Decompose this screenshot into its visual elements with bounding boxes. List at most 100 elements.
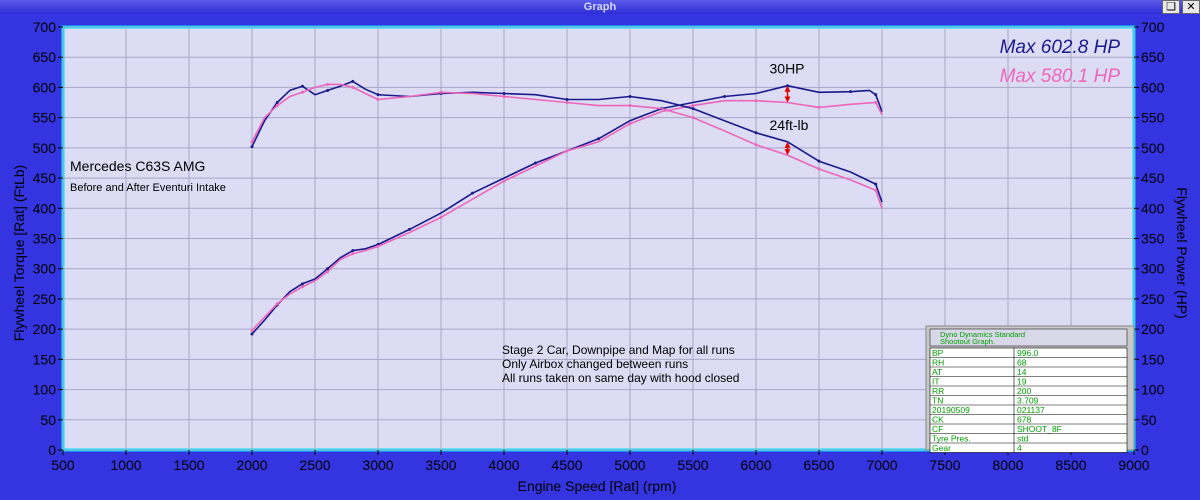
data-point (502, 94, 506, 98)
y-axis-label-right: Flywheel Power (HP) (1174, 187, 1190, 318)
y-tick-label-right: 550 (1141, 110, 1165, 126)
car-subtitle: Before and After Eventuri Intake (70, 182, 226, 194)
dyno-chart: 500 1000 1500 2000 2500 3000 3500 4000 4500 5000 5… (11, 19, 1190, 494)
data-point (351, 79, 355, 83)
data-point (502, 91, 506, 95)
info-table-key: CK (932, 415, 944, 425)
y-axis-ticks: 0 0 50 50 100 100 150 150 200 200 250 250 300 300 350 3… (33, 19, 1165, 458)
info-table-key: Tyre Pres. (932, 434, 971, 444)
data-point (351, 85, 355, 89)
torque-gain-label: 24ft-lb (770, 117, 809, 133)
data-point (874, 101, 878, 105)
x-tick-label: 5500 (677, 457, 708, 473)
x-tick-label: 1000 (110, 457, 141, 473)
data-point (849, 90, 852, 94)
data-point (597, 137, 600, 141)
close-icon[interactable]: ✕ (1182, 0, 1200, 14)
y-tick-label-left: 50 (40, 412, 56, 428)
data-point (439, 90, 443, 94)
y-tick-label-left: 350 (33, 231, 57, 247)
y-tick-label-right: 0 (1141, 442, 1149, 458)
info-table-header-bg (929, 328, 1128, 347)
y-tick-label-left: 500 (33, 140, 57, 156)
data-point (326, 88, 330, 92)
y-axis-label-left: Flywheel Torque [Rat] (FtLb) (11, 165, 27, 341)
data-point (691, 104, 695, 108)
y-tick-label-left: 550 (33, 110, 57, 126)
x-tick-label: 8000 (992, 457, 1023, 473)
x-tick-label: 5000 (614, 457, 645, 473)
data-point (754, 143, 758, 147)
info-table-body (929, 347, 1128, 453)
x-tick-label: 3000 (362, 457, 393, 473)
info-table-key: 20190509 (932, 405, 970, 415)
hp-gain-label: 30HP (770, 61, 805, 77)
x-tick-label: 7000 (866, 457, 897, 473)
data-point (300, 282, 304, 286)
window-title: Graph (583, 1, 617, 13)
x-tick-label: 1500 (173, 457, 204, 473)
note-line-2: Only Airbox changed between runs (502, 357, 688, 371)
info-table-key: IT (932, 377, 940, 387)
data-point (326, 267, 330, 271)
data-point (565, 149, 569, 153)
data-point (691, 107, 695, 111)
y-tick-label-right: 150 (1141, 351, 1165, 367)
x-tick-label: 500 (51, 457, 75, 473)
data-point (439, 215, 443, 219)
x-tick-label: 6500 (803, 457, 834, 473)
data-point (874, 188, 878, 192)
x-tick-label: 7500 (929, 457, 960, 473)
x-tick-label: 2000 (236, 457, 267, 473)
data-point (408, 227, 411, 231)
info-table-key: CF (932, 424, 943, 434)
info-table-key: Gear (932, 443, 951, 453)
data-point (502, 179, 506, 183)
y-tick-label-left: 450 (33, 170, 57, 186)
y-tick-label-right: 350 (1141, 231, 1165, 247)
data-point (250, 145, 254, 149)
data-point (376, 98, 380, 102)
data-point (817, 159, 821, 163)
series-line-power-0 (251, 84, 883, 335)
y-tick-label-left: 700 (33, 19, 57, 35)
info-table-value: 3.709 (1017, 396, 1039, 406)
restore-icon[interactable]: ❏ (1162, 0, 1180, 14)
data-point (351, 249, 355, 253)
grid-lines (62, 26, 1135, 451)
data-point (628, 122, 632, 126)
torque-gain-arrow-head-down (784, 149, 791, 156)
y-tick-label-right: 400 (1141, 200, 1165, 216)
data-point (754, 99, 758, 103)
x-tick-label: 9000 (1118, 457, 1149, 473)
note-line-1: Stage 2 Car, Downpipe and Map for all ru… (502, 343, 735, 357)
info-table-value: std (1017, 434, 1029, 444)
series-group (250, 79, 883, 336)
data-point (351, 252, 355, 256)
x-tick-label: 3500 (425, 457, 456, 473)
data-point (326, 270, 330, 274)
info-table-value: 19 (1017, 377, 1027, 387)
y-tick-label-left: 200 (33, 321, 57, 337)
data-point (754, 131, 758, 135)
info-table-value: 14 (1017, 367, 1027, 377)
data-point (471, 191, 474, 195)
y-tick-label-right: 650 (1141, 49, 1165, 65)
info-table-value: 4 (1017, 443, 1022, 453)
y-tick-label-left: 600 (33, 79, 57, 95)
data-point (275, 302, 279, 306)
info-table-key: RH (932, 358, 944, 368)
y-tick-label-left: 650 (33, 49, 57, 65)
series-line-power-1 (251, 99, 883, 331)
info-table-header-1: Dyno Dynamics Standard (940, 330, 1025, 339)
x-tick-label: 6000 (740, 457, 771, 473)
y-tick-label-right: 300 (1141, 261, 1165, 277)
data-point (565, 101, 569, 105)
data-point (874, 93, 878, 97)
y-tick-label-left: 300 (33, 261, 57, 277)
info-table-key: RR (932, 386, 944, 396)
data-point (628, 104, 632, 108)
data-point (300, 84, 304, 88)
y-tick-label-left: 150 (33, 351, 57, 367)
data-point (874, 182, 878, 186)
